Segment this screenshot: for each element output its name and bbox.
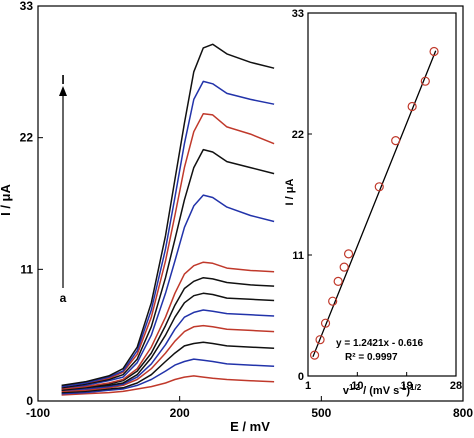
voltammogram-curve-7 xyxy=(61,276,275,390)
data-point xyxy=(333,276,343,286)
data-point xyxy=(315,335,325,345)
fit-equation: y = 1.2421x - 0.616 xyxy=(336,338,423,349)
data-point xyxy=(309,350,320,360)
voltammogram-curve-11 xyxy=(61,112,275,388)
scan-rate-arrowhead xyxy=(59,86,67,96)
inset-plot: 1 10 19 28 0 11 22 33 y = 1.2421x - 0.616 R² = … xyxy=(284,8,462,397)
main-y-axis-title: I / μA xyxy=(0,183,13,215)
voltammogram-curve-1 xyxy=(61,375,275,396)
inset-x-tick-label: 28 xyxy=(450,380,462,392)
inset-axis-ticks xyxy=(307,12,457,377)
voltammogram-curve-2 xyxy=(61,358,275,395)
voltammogram-curve-5 xyxy=(61,309,275,391)
data-point xyxy=(339,262,349,272)
inset-x-tick-label: 19 xyxy=(401,380,413,392)
main-y-tick-label: 22 xyxy=(20,131,34,145)
data-point xyxy=(343,249,354,259)
inset-tick-labels: 1 10 19 28 0 11 22 33 xyxy=(292,8,462,392)
data-point xyxy=(407,101,417,112)
voltammogram-curve-13 xyxy=(61,43,275,387)
inset-x-tick-label: 10 xyxy=(351,380,363,392)
main-x-axis-title: E / mV xyxy=(230,419,270,434)
data-point xyxy=(391,136,401,146)
main-y-tick-label: 33 xyxy=(20,0,34,13)
data-point xyxy=(429,46,439,57)
inset-data-points xyxy=(309,46,439,360)
inset-y-tick-label: 11 xyxy=(292,250,304,262)
fit-r-squared: R² = 0.9997 xyxy=(345,352,398,363)
data-point xyxy=(320,318,331,328)
voltammogram-curve-8 xyxy=(61,261,275,390)
main-axis-ticks xyxy=(37,5,464,402)
inset-y-axis-title: I / μA xyxy=(284,178,296,205)
inset-plot-frame xyxy=(307,12,457,377)
inset-fit-line xyxy=(312,50,437,358)
main-x-tick-label: 800 xyxy=(453,406,473,420)
arrow-label-end: l xyxy=(61,73,64,87)
voltammogram-curve-4 xyxy=(61,324,275,393)
voltammogram-curve-10 xyxy=(61,148,275,389)
inset-y-tick-label: 33 xyxy=(292,8,304,20)
arrow-label-start: a xyxy=(60,291,67,305)
main-x-tick-label: 500 xyxy=(311,406,331,420)
main-x-tick-label: -100 xyxy=(26,406,50,420)
main-y-tick-label: 11 xyxy=(20,262,33,276)
inset-x-tick-label: 1 xyxy=(305,380,311,392)
linear-fit-line xyxy=(312,50,437,358)
voltammogram-curves xyxy=(61,43,275,396)
voltammogram-curve-3 xyxy=(61,341,275,394)
voltammogram-curve-9 xyxy=(61,194,275,389)
data-point xyxy=(374,182,384,192)
voltammogram-curve-6 xyxy=(61,292,275,391)
inset-y-tick-label: 0 xyxy=(298,371,304,383)
voltammogram-curve-12 xyxy=(61,80,275,388)
main-y-tick-label: 0 xyxy=(26,394,33,408)
main-tick-labels: -100 200 500 800 0 11 22 33 xyxy=(20,0,474,420)
main-x-tick-label: 200 xyxy=(170,406,190,420)
inset-y-tick-label: 22 xyxy=(292,129,304,141)
data-point xyxy=(420,76,430,86)
data-point xyxy=(328,296,338,306)
